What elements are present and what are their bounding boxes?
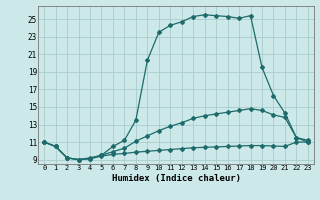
X-axis label: Humidex (Indice chaleur): Humidex (Indice chaleur)	[111, 174, 241, 183]
